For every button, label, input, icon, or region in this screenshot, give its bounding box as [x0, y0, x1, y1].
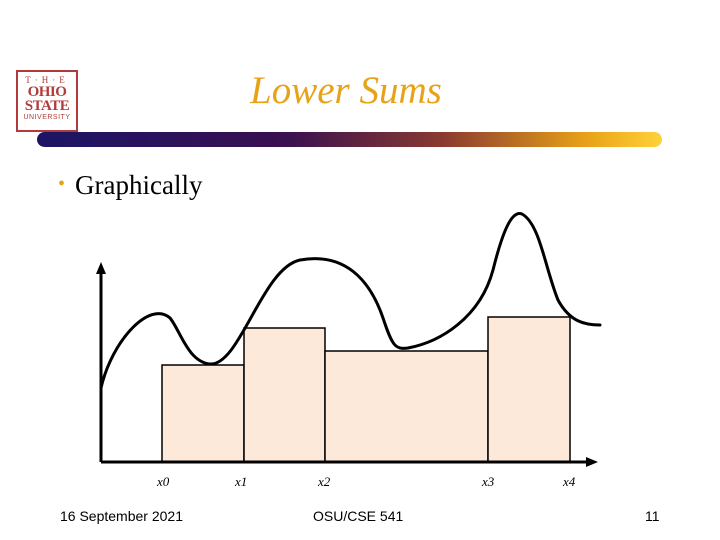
footer-date: 16 September 2021: [60, 508, 183, 524]
x-label-4: x4: [562, 474, 576, 489]
function-curve: [99, 212, 602, 390]
y-axis-arrow-icon: [96, 262, 106, 274]
lower-sum-rect-2: [243, 327, 326, 463]
bullet-text: Graphically: [75, 170, 203, 200]
footer-page-number: 11: [645, 508, 660, 524]
lower-sum-rect-3: [324, 350, 489, 463]
logo-state: STATE: [24, 98, 70, 114]
x-label-2: x2: [317, 474, 331, 489]
logo-university: UNIVERSITY: [23, 114, 71, 121]
logo-the: T·H·E: [25, 75, 69, 85]
lower-sum-rect-1: [161, 364, 245, 463]
footer-course: OSU/CSE 541: [313, 508, 404, 524]
bullet-dot-icon: •: [58, 173, 66, 195]
x-axis-arrow-icon: [586, 457, 598, 467]
logo-ohio: OHIO: [27, 84, 67, 100]
x-label-3: x3: [481, 474, 495, 489]
bullet-item: • Graphically: [58, 170, 202, 201]
x-label-1: x1: [234, 474, 247, 489]
ohio-state-logo: T·H·E OHIO STATE UNIVERSITY: [16, 70, 78, 132]
x-label-0: x0: [156, 474, 170, 489]
slide-title: Lower Sums: [250, 69, 442, 112]
lower-sum-rect-4: [487, 316, 571, 463]
title-divider-bar: [37, 132, 662, 147]
